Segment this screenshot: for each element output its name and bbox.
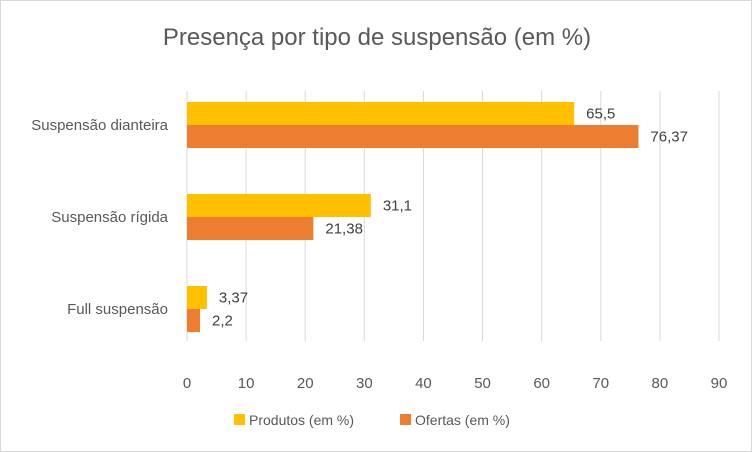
legend-swatch <box>400 414 411 425</box>
x-tick-label: 60 <box>533 375 550 392</box>
category-label: Suspensão dianteira <box>31 117 168 134</box>
bars <box>187 102 639 332</box>
bar-produtos <box>187 194 371 217</box>
legend-swatch <box>234 414 245 425</box>
data-label: 21,38 <box>325 221 363 238</box>
bar-ofertas <box>187 125 639 148</box>
x-tick-label: 90 <box>711 375 728 392</box>
x-tick-label: 40 <box>415 375 432 392</box>
data-label: 65,5 <box>586 106 615 123</box>
data-label: 2,2 <box>212 313 233 330</box>
category-label: Full suspensão <box>67 301 168 318</box>
legend: Produtos (em %) Ofertas (em %) <box>234 412 510 428</box>
x-tick-label: 20 <box>297 375 314 392</box>
x-tick-label: 80 <box>652 375 669 392</box>
x-axis-ticks: 0 10 20 30 40 50 60 70 80 90 <box>183 375 728 392</box>
legend-entry: Ofertas (em %) <box>415 412 510 428</box>
bar-produtos <box>187 102 575 125</box>
x-tick-label: 10 <box>238 375 255 392</box>
x-tick-label: 70 <box>592 375 609 392</box>
data-labels: 65,5 76,37 31,1 21,38 3,37 2,2 <box>212 106 688 330</box>
legend-entry: Produtos (em %) <box>249 412 354 428</box>
chart-title: Presença por tipo de suspensão (em %) <box>163 24 591 51</box>
bar-ofertas <box>187 309 201 332</box>
x-tick-label: 50 <box>474 375 491 392</box>
category-labels: Suspensão dianteira Suspensão rígida Full … <box>31 117 168 318</box>
bar-ofertas <box>187 217 314 240</box>
data-label: 76,37 <box>650 129 688 146</box>
data-label: 31,1 <box>383 198 412 215</box>
category-label: Suspensão rígida <box>51 209 168 226</box>
x-tick-label: 30 <box>356 375 373 392</box>
data-label: 3,37 <box>219 290 248 307</box>
bar-produtos <box>187 286 207 309</box>
x-tick-label: 0 <box>183 375 191 392</box>
